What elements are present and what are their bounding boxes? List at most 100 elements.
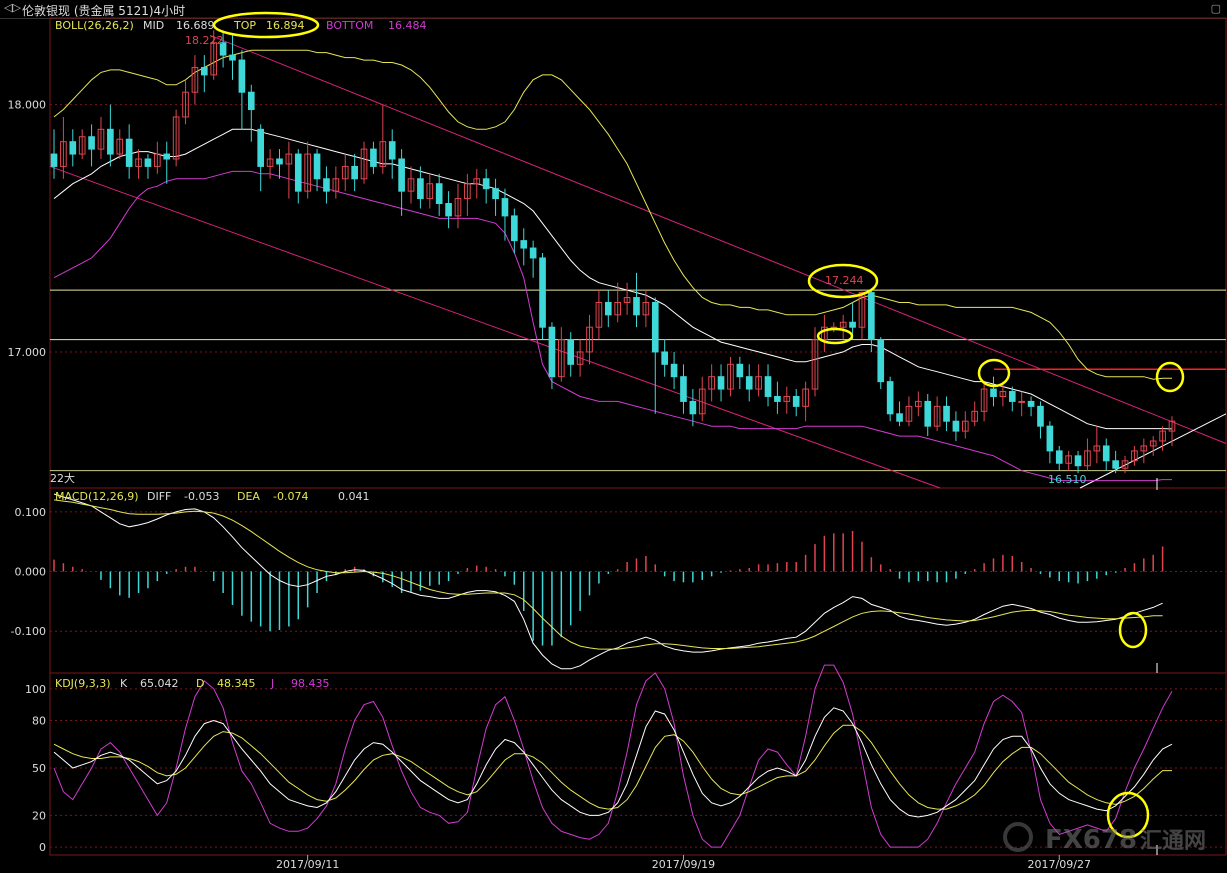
candle-body [633,297,640,316]
kdj-indicator-label: KDJ(9,3,3) [55,677,111,690]
macd-dea-line [53,499,1163,650]
candle-body [229,54,236,61]
macd-indicator-label: MACD(12,26,9) [55,490,139,503]
boll-top-line [53,49,1172,380]
top-value-highlight [212,11,320,39]
candle-body [257,128,265,167]
candle-body [971,410,979,422]
candle-body [1037,405,1044,427]
candle-body [435,183,443,205]
price-y-tick: 18.000 [8,99,47,112]
candle-body [1084,450,1091,467]
peak-highlight [807,263,879,299]
macd-diff-line [53,493,1163,670]
candle-body [1093,445,1101,452]
candle-body [172,116,180,160]
macd-y-tick: -0.100 [11,625,46,638]
candle-body [604,301,612,316]
candle-body [473,178,481,185]
candle-body [1074,455,1082,467]
candle-body [736,363,744,378]
channel-upper-line [209,34,1227,444]
candle-body [370,148,377,167]
boll-legend: BOLL(26,26,2) MID 16.689 TOP 16.894 BOTT… [55,19,427,32]
candle-body [670,363,678,378]
candle-body [980,388,988,412]
low-annotation: 16.510 [1048,473,1087,486]
candle-body [238,59,246,93]
candle-body [661,351,668,365]
candle-body [88,136,95,150]
candle-body [154,153,161,167]
candle-body [116,138,124,155]
candle-body [905,405,913,422]
candle-body [1055,450,1063,464]
candle-body [97,128,105,150]
boll-bottom-name: BOTTOM [326,19,373,32]
candle-body [379,141,387,167]
candle-body [210,42,218,76]
channel-lower-line [49,165,941,489]
candle-body [811,339,819,390]
macd-y-tick: 0.000 [15,566,47,579]
candle-body [285,153,293,165]
candle-body [464,183,471,200]
candle-body [792,395,800,407]
candle-body [642,301,650,316]
candle-body [60,141,67,167]
macd-layer [53,493,1164,670]
price-panel-frame [49,17,1227,489]
arrows-icon[interactable]: ◁▷ [4,1,21,14]
candle-body [877,339,885,383]
boll-mid-name: MID [143,19,164,32]
candle-body [849,321,856,328]
candle-body [1112,460,1119,469]
kdj-j-value: 98.435 [291,677,330,690]
candle-body [717,376,725,390]
candle-body [144,158,152,167]
candle-body [952,420,960,432]
candle-body [567,339,575,365]
candle-body [708,376,715,390]
watermark-text: FX678 [1045,825,1137,855]
boll-mid-value: 16.689 [176,19,215,32]
candle-body [125,138,133,167]
kdj-legend: KDJ(9,3,3) K 65.042 D 48.345 J 98.435 [55,677,330,690]
top-band-highlight [1155,361,1185,393]
candle-body [745,376,753,390]
candle-body [689,400,697,415]
macd-legend: MACD(12,26,9) DIFF -0.053 DEA -0.074 0.0… [55,490,370,503]
candle-body [407,178,415,192]
candle-body [426,183,434,200]
candle-body [360,148,368,180]
candle-body [548,326,556,378]
candle-body [821,326,828,341]
macd-dea-name: DEA [237,490,260,503]
watermark-logo-icon [1003,822,1033,852]
price-layer [49,30,1227,489]
candle-body [1131,450,1138,462]
kdj-j-line [53,664,1173,848]
corner-annotation: 22大 [50,471,75,485]
candle-body [78,136,86,155]
macd-diff-value: -0.053 [184,490,219,503]
candle-body [886,381,894,415]
candle-body [341,165,349,180]
candle-body [868,292,875,341]
candle-body [482,178,490,190]
kdj-y-tick: 20 [32,809,46,822]
candle-body [398,158,405,192]
candle-body [1018,400,1025,403]
macd-panel-frame [49,487,1227,674]
close-icon[interactable]: ▢ [1210,2,1221,15]
boll-top-value: 16.894 [266,19,305,32]
kdj-d-value: 48.345 [217,677,256,690]
candle-body [802,388,809,407]
candle-body [529,247,537,259]
candle-body [1102,445,1110,462]
candle-body [445,203,452,217]
candle-body [304,153,311,192]
candle-body [501,198,509,217]
chart-frame [49,17,1227,856]
candle-body [961,420,969,432]
